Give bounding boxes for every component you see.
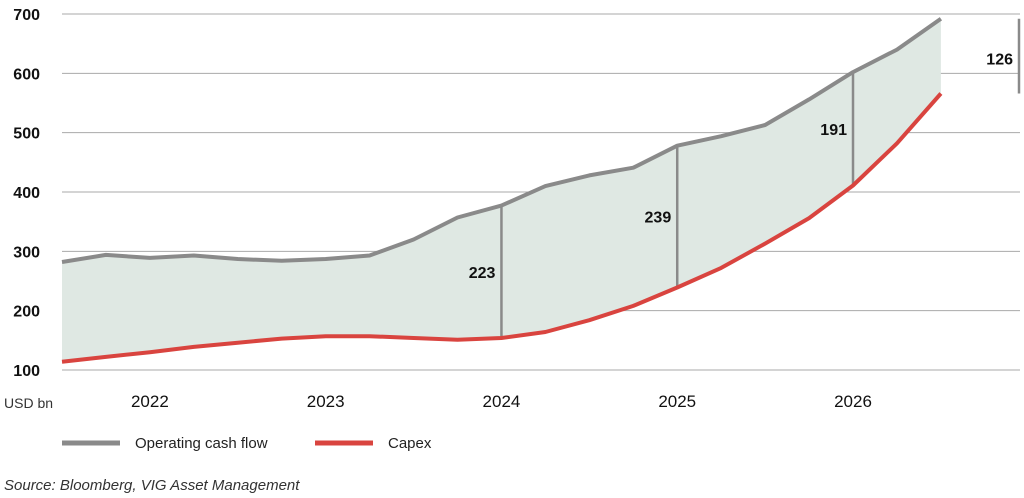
series-line-operating-cash-flow — [61, 17, 943, 264]
y-tick-label: 300 — [13, 244, 40, 261]
y-tick-label: 100 — [13, 363, 40, 380]
gap-label: 126 — [986, 52, 1013, 69]
gap-label: 223 — [469, 265, 496, 282]
y-tick-label: 500 — [13, 126, 40, 143]
x-tick-label: 2022 — [131, 392, 169, 411]
gap-labels: 223 239 191 126 — [469, 52, 1013, 282]
legend-label-operating-cash-flow: Operating cash flow — [135, 435, 268, 452]
x-tick-label: 2025 — [658, 392, 696, 411]
gap-label: 239 — [645, 210, 672, 227]
y-tick-label: 400 — [13, 185, 40, 202]
x-tick-label: 2024 — [483, 392, 521, 411]
gap-label: 191 — [820, 122, 847, 139]
gap-fill-area — [62, 18, 941, 362]
legend: Operating cash flow Capex — [62, 435, 432, 452]
source-note: Source: Bloomberg, VIG Asset Management — [4, 477, 300, 494]
x-axis-ticks: 2022 2023 2024 2025 2026 — [131, 392, 872, 411]
x-tick-label: 2023 — [307, 392, 345, 411]
y-tick-label: 200 — [13, 304, 40, 321]
y-tick-label: 600 — [13, 66, 40, 83]
y-axis-ticks: 100 200 300 400 500 600 700 — [13, 7, 40, 380]
legend-label-capex: Capex — [388, 435, 432, 452]
series-line-capex — [61, 92, 943, 364]
gap-lines — [500, 18, 1021, 338]
unit-label: USD bn — [4, 395, 53, 411]
y-tick-label: 700 — [13, 7, 40, 24]
x-tick-label: 2026 — [834, 392, 872, 411]
